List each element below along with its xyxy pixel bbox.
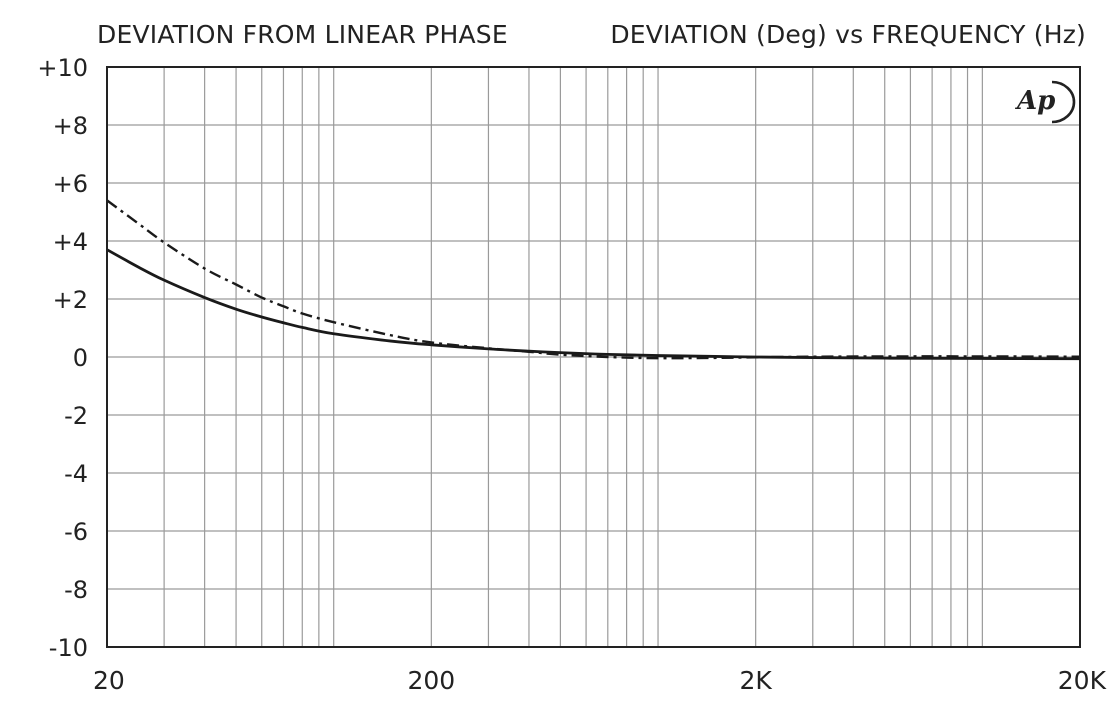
ap-logo-arc (1051, 80, 1076, 124)
y-tick-label: +6 (53, 170, 88, 198)
ap-logo: Ap (1014, 80, 1076, 124)
ap-logo-text: Ap (1014, 86, 1055, 116)
y-tick-label: +10 (37, 54, 88, 82)
x-tick-label: 200 (407, 666, 455, 695)
series-solid-line (106, 248, 1081, 361)
y-tick-label: -6 (64, 518, 88, 546)
x-tick-label: 20 (93, 666, 125, 695)
y-tick-label: +8 (53, 112, 88, 140)
y-tick-label: -2 (64, 402, 88, 430)
chart-title: DEVIATION FROM LINEAR PHASE (97, 20, 508, 49)
y-tick-label: -10 (49, 634, 88, 662)
y-tick-label: -4 (64, 460, 88, 488)
series-group (106, 199, 1081, 361)
y-tick-labels: +10 +8 +6 +4 +2 0 -2 -4 -6 -8 -10 (37, 54, 88, 662)
series-dashdot-line (106, 199, 1081, 360)
chart-subtitle: DEVIATION (Deg) vs FREQUENCY (Hz) (610, 20, 1086, 49)
y-tick-label: 0 (73, 344, 88, 372)
x-tick-label: 2K (740, 666, 773, 695)
y-tick-label: +2 (53, 286, 88, 314)
plot-frame (106, 66, 1081, 648)
y-tick-label: -8 (64, 576, 88, 604)
grid (107, 66, 1080, 648)
y-tick-label: +4 (53, 228, 88, 256)
x-tick-labels: 20 200 2K 20K (93, 666, 1107, 695)
x-tick-label: 20K (1058, 666, 1107, 695)
